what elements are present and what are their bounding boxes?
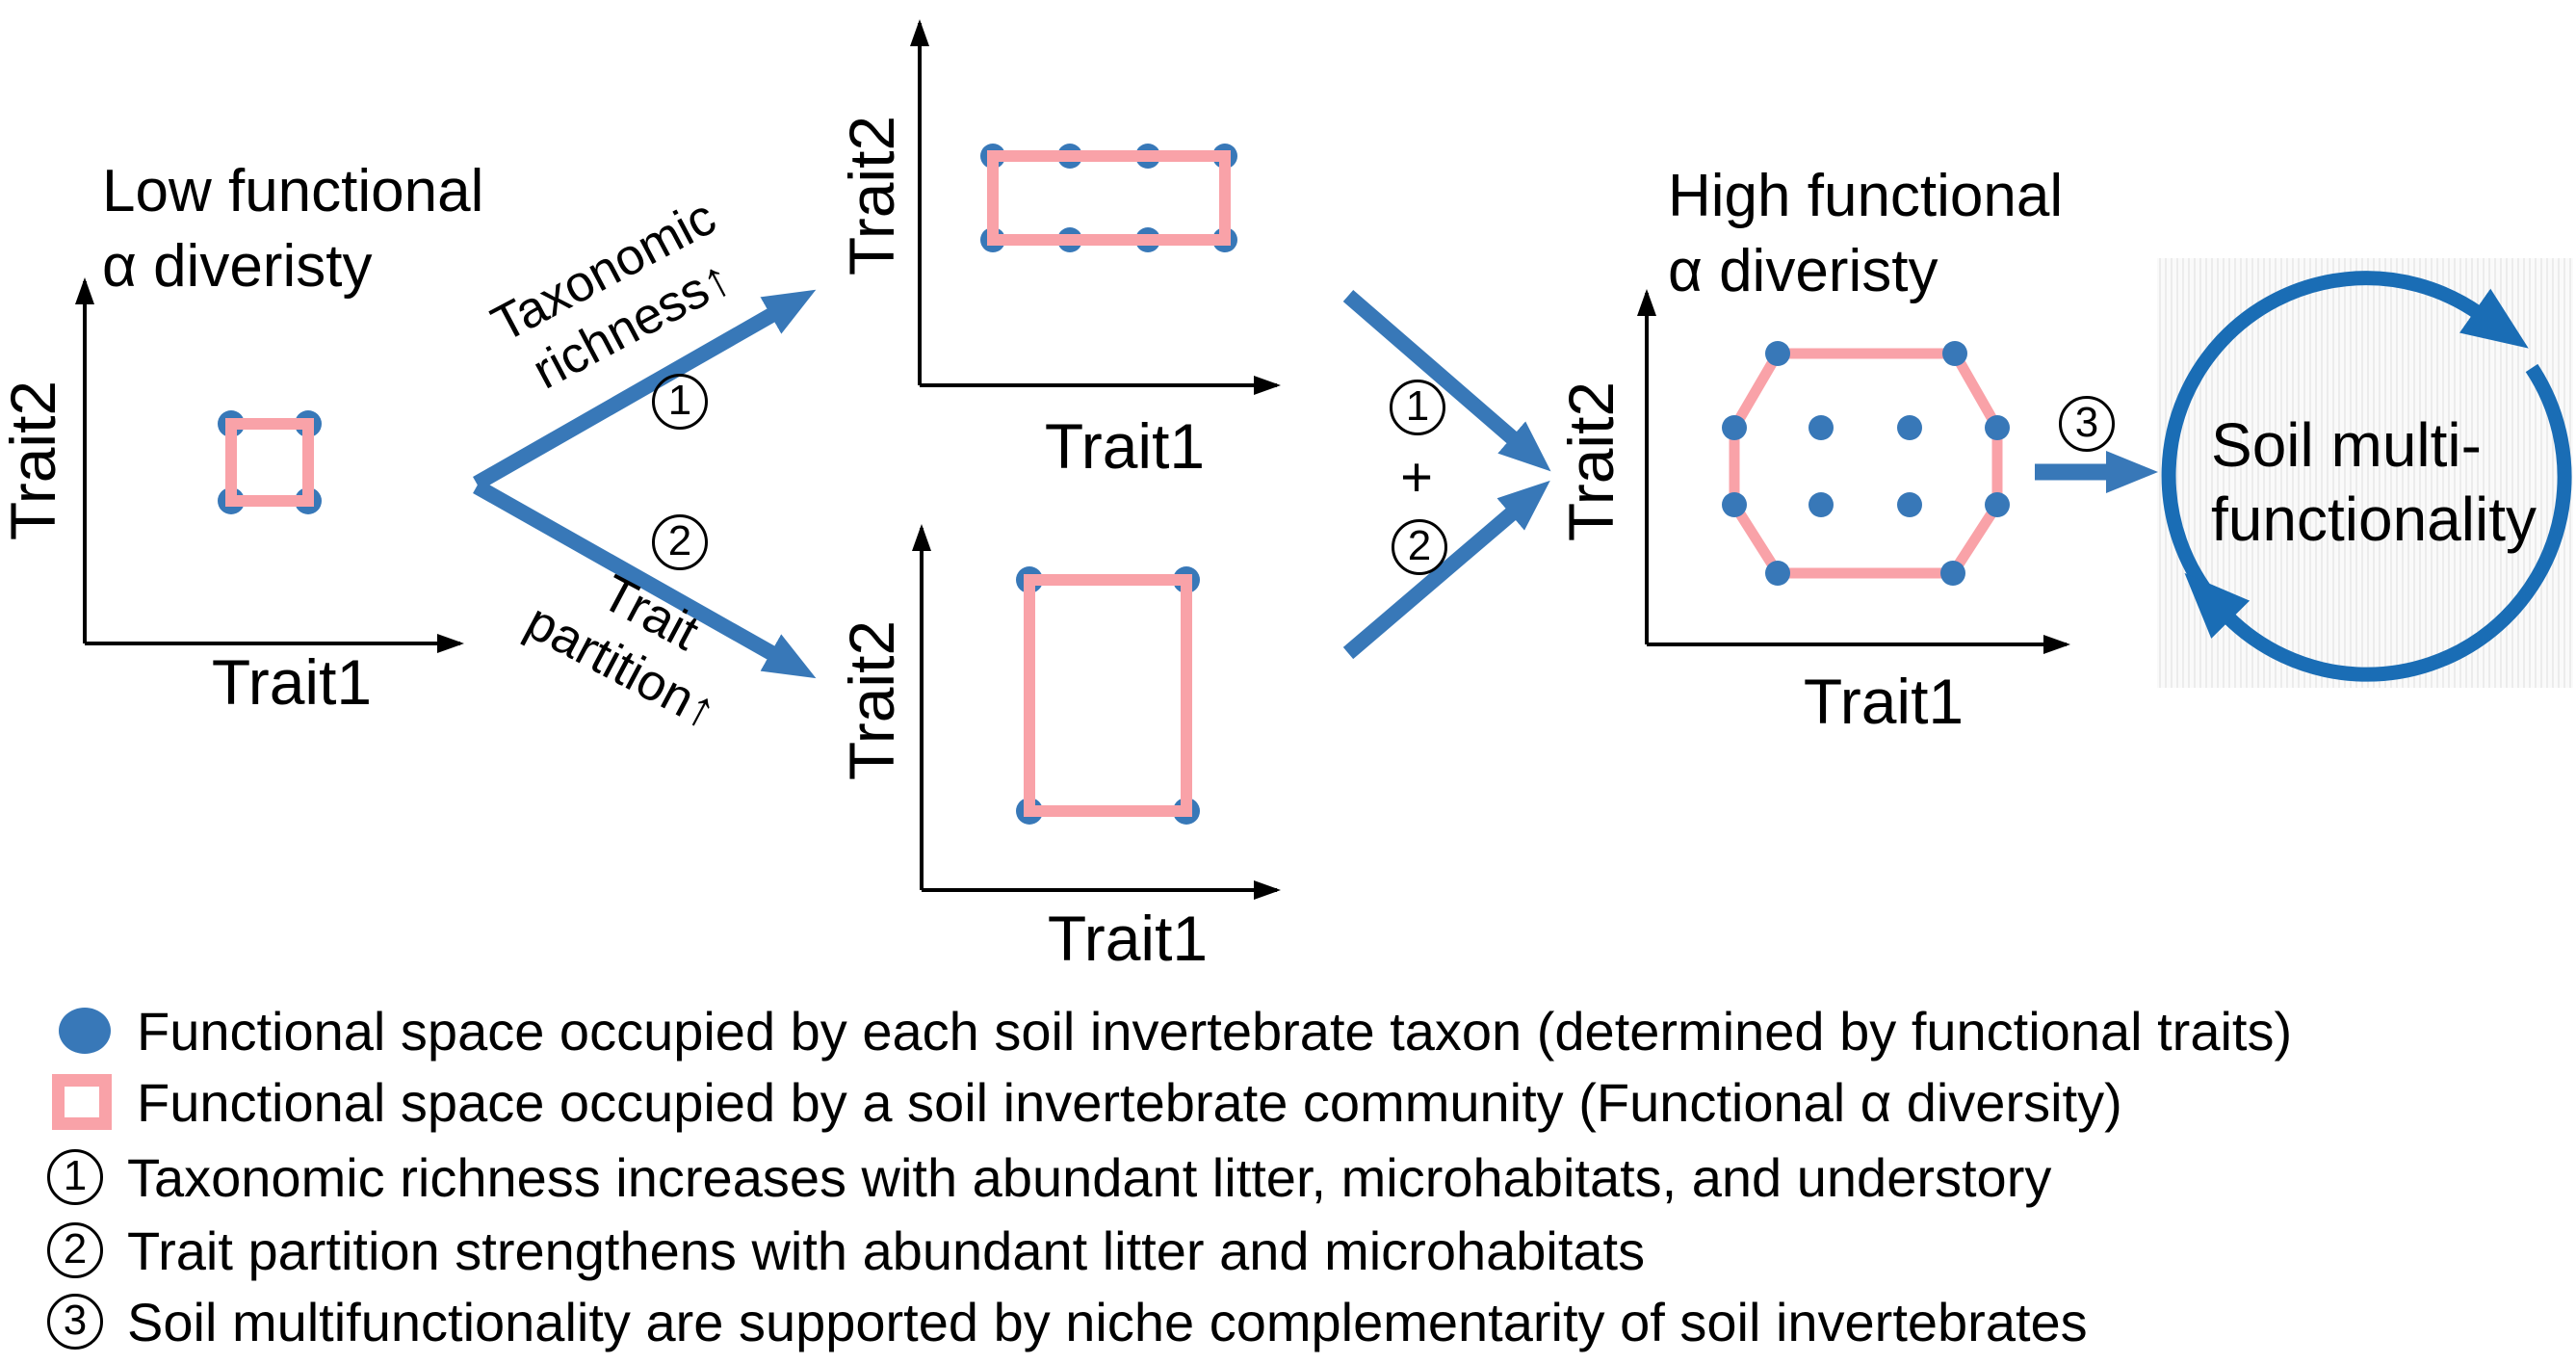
legend-text: Trait partition strengthens with abundan… xyxy=(127,1220,1646,1281)
circled-2-branch-icon: 2 xyxy=(652,514,708,570)
taxon-dot-icon xyxy=(59,1008,111,1054)
plot-high-xlabel: Trait1 xyxy=(1803,666,1965,737)
plot-high-ylabel: Trait2 xyxy=(1555,380,1626,542)
legend-row-taxon: Functional space occupied by each soil i… xyxy=(0,1000,2292,1062)
circled-3-icon: 3 xyxy=(2059,396,2115,452)
legend-row-2: 2 Trait partition strengthens with abund… xyxy=(0,1220,1645,1281)
plot-low-ylabel: Trait2 xyxy=(0,380,68,541)
plus-sign: + xyxy=(1400,446,1433,509)
legend-row-3: 3 Soil multifunctionality are supported … xyxy=(0,1291,2088,1352)
cycle-arrows xyxy=(2161,271,2572,682)
plot-low-xlabel: Trait1 xyxy=(211,646,373,718)
circled-2-icon: 2 xyxy=(47,1222,103,1278)
plot-partition-shapes xyxy=(912,524,1281,900)
plot-richness-xlabel: Trait1 xyxy=(1044,410,1206,482)
circled-1-converge-icon: 1 xyxy=(1390,380,1445,435)
plot-richness-ylabel: Trait2 xyxy=(836,115,907,276)
plot-low-title: Low functional α diveristy xyxy=(102,158,484,300)
circled-2-converge-icon: 2 xyxy=(1392,519,1447,575)
circled-1-icon: 1 xyxy=(47,1149,103,1205)
plot-partition-xlabel: Trait1 xyxy=(1047,903,1209,974)
plot-high-title: High functional α diveristy xyxy=(1668,163,2064,304)
process-arrows xyxy=(473,289,2158,679)
plot-richness-shapes xyxy=(910,19,1281,395)
legend-row-1: 1 Taxonomic richness increases with abun… xyxy=(0,1146,2051,1208)
legend-text: Functional space occupied by a soil inve… xyxy=(137,1071,2122,1133)
plot-high-shapes xyxy=(1637,289,2070,654)
circled-1-branch-icon: 1 xyxy=(652,374,708,430)
legend-text: Taxonomic richness increases with abunda… xyxy=(127,1146,2052,1208)
circled-3-icon: 3 xyxy=(47,1294,103,1350)
plot-partition-ylabel: Trait2 xyxy=(836,619,907,781)
plot-low-shapes xyxy=(75,277,464,653)
legend-text: Functional space occupied by each soil i… xyxy=(137,1000,2293,1062)
legend-row-community: Functional space occupied by a soil inve… xyxy=(0,1071,2122,1133)
community-square-icon xyxy=(52,1074,112,1130)
legend-text: Soil multifunctionality are supported by… xyxy=(127,1291,2088,1352)
soil-multifunctionality-label: Soil multi- functionality xyxy=(2211,410,2537,554)
